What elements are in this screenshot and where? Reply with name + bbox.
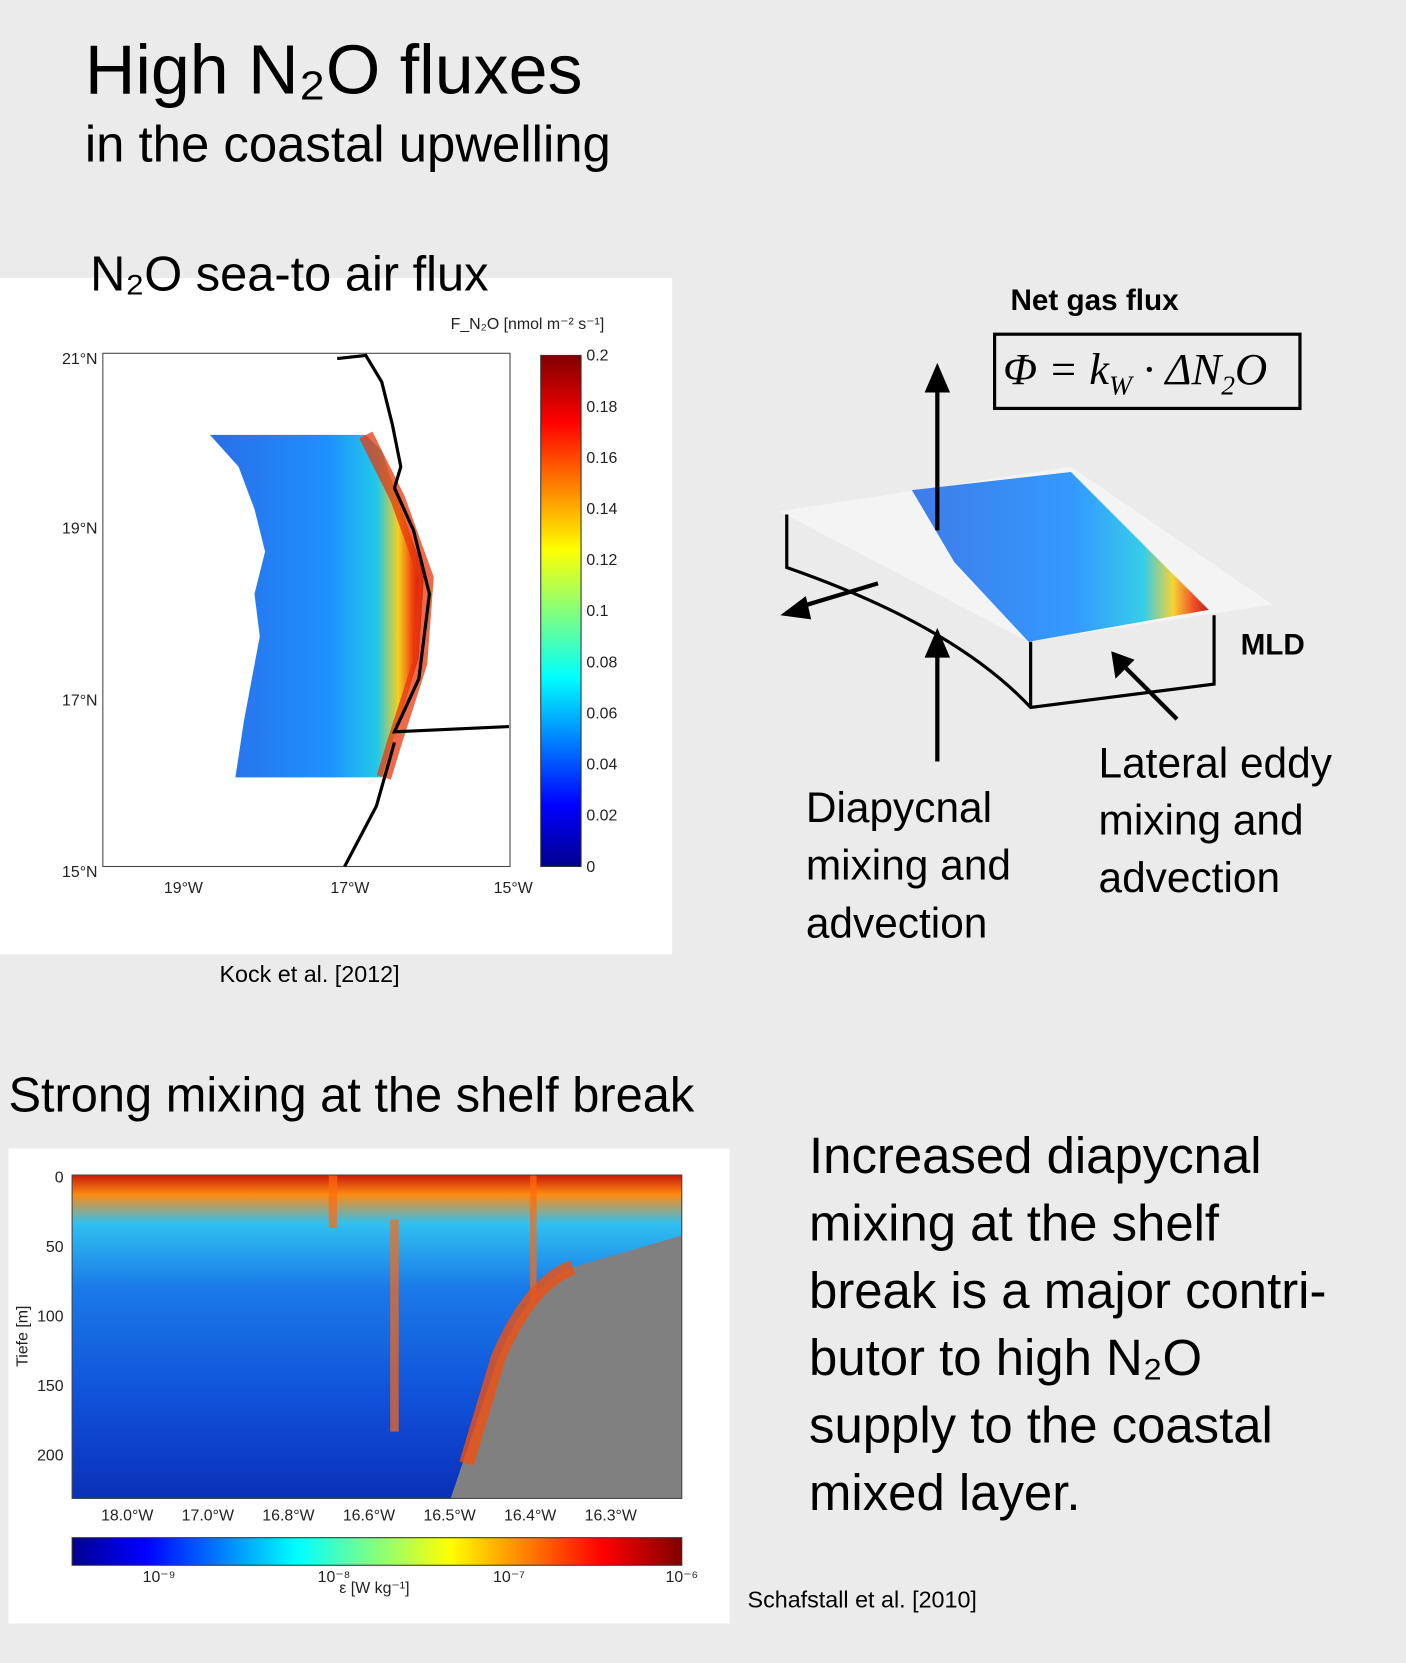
colorbar-tick-label: 0.2: [586, 348, 608, 365]
colorbar-tick-label: 10⁻⁸: [318, 1569, 351, 1586]
citation: Schafstall et al. [2010]: [748, 1587, 977, 1613]
mld-label: MLD: [1241, 628, 1305, 661]
colorbar-tick-label: 0.04: [586, 757, 617, 774]
colorbar-tick-label: 10⁻⁷: [493, 1569, 525, 1586]
y-tick-label: 21°N: [62, 351, 98, 368]
y-tick-label: 19°N: [62, 521, 98, 538]
colorbar-tick-label: 0.02: [586, 808, 617, 825]
diagram-label: mixing and: [1099, 797, 1304, 844]
y-tick-label: 200: [37, 1447, 64, 1464]
title: High N₂O fluxes: [85, 31, 583, 109]
colorbar-tick-label: 0.12: [586, 552, 617, 569]
y-tick-label: 100: [37, 1308, 64, 1325]
diagram-label: Diapycnal: [806, 784, 992, 831]
x-tick-label: 15°W: [494, 880, 533, 897]
body-text-line: Increased diapycnal: [809, 1127, 1262, 1184]
diagram-label: advection: [806, 900, 988, 947]
formula: Φ = kW · ΔN2O: [1003, 344, 1267, 401]
diagram-title: Net gas flux: [1010, 284, 1179, 317]
formula-part: 2: [1221, 370, 1235, 401]
colorbar-label: F_N₂O [nmol m⁻² s⁻¹]: [451, 316, 605, 333]
page: High N₂O fluxes in the coastal upwelling…: [0, 0, 1406, 1663]
colorbar-tick-label: 0.14: [586, 501, 617, 518]
y-tick-label: 15°N: [62, 864, 98, 881]
x-tick-label: 17.0°W: [182, 1508, 234, 1525]
colorbar-tick-label: 0: [586, 859, 595, 876]
x-tick-label: 18.0°W: [101, 1508, 153, 1525]
x-tick-label: 16.6°W: [343, 1508, 395, 1525]
formula-part: · ΔN: [1132, 344, 1224, 394]
x-tick-label: 17°W: [330, 880, 369, 897]
diagram-label: advection: [1099, 854, 1281, 901]
diagram-label: Lateral eddy: [1099, 739, 1333, 786]
colorbar-tick-label: 0.18: [586, 399, 617, 416]
x-tick-label: 16.3°W: [585, 1508, 637, 1525]
colorbar-tick-label: 0.06: [586, 705, 617, 722]
x-tick-label: 19°W: [164, 880, 203, 897]
colorbar-tick-label: 10⁻⁶: [665, 1569, 698, 1586]
body-text-line: break is a major contri-: [809, 1262, 1326, 1319]
x-tick-label: 16.4°W: [504, 1508, 556, 1525]
body-text-line: supply to the coastal: [809, 1397, 1273, 1454]
y-tick-label: 17°N: [62, 692, 98, 709]
body-text-line: mixed layer.: [809, 1464, 1080, 1521]
panel-title: Strong mixing at the shelf break: [8, 1068, 694, 1122]
colorbar-tick-label: 0.16: [586, 450, 617, 467]
x-tick-label: 16.5°W: [423, 1508, 475, 1525]
colorbar: [72, 1538, 682, 1566]
x-tick-label: 16.8°W: [262, 1508, 314, 1525]
citation: Kock et al. [2012]: [219, 961, 399, 987]
body-text-line: butor to high N₂O: [809, 1329, 1202, 1386]
colorbar-tick-label: 0.08: [586, 654, 617, 671]
y-tick-label: 50: [46, 1239, 64, 1256]
formula-part: Φ = k: [1003, 344, 1110, 394]
body-text-line: mixing at the shelf: [809, 1194, 1220, 1251]
y-axis-label: Tiefe [m]: [15, 1306, 32, 1367]
slide: High N₂O fluxes in the coastal upwelling…: [0, 0, 1406, 1663]
y-tick-label: 150: [37, 1378, 64, 1395]
panel-title: N₂O sea-to air flux: [90, 248, 488, 302]
colorbar-tick-label: 0.1: [586, 603, 608, 620]
diagram-label: mixing and: [806, 842, 1011, 889]
colorbar: [541, 355, 581, 866]
subtitle: in the coastal upwelling: [85, 115, 611, 172]
colorbar-tick-label: 10⁻⁹: [143, 1569, 176, 1586]
formula-part: O: [1235, 344, 1267, 394]
y-tick-label: 0: [55, 1169, 64, 1186]
